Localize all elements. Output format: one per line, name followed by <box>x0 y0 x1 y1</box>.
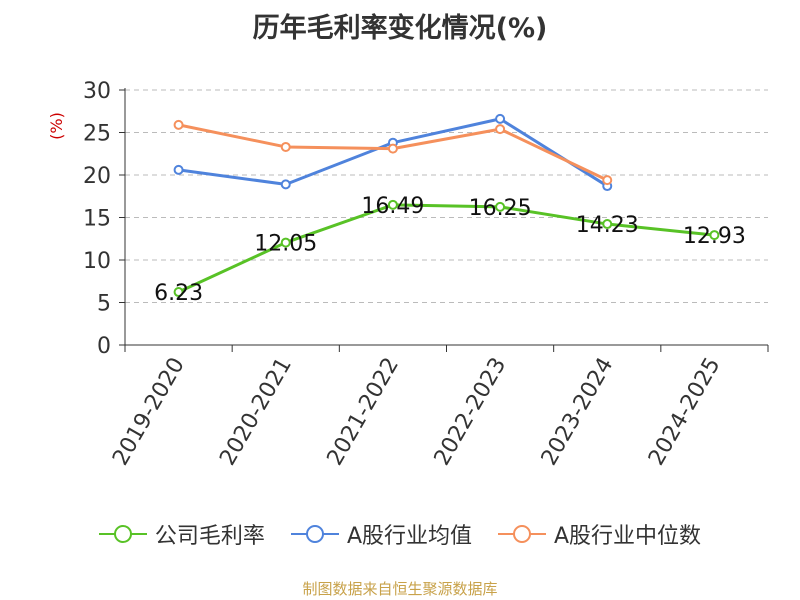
x-tick-label: 2024-2025 <box>644 354 726 470</box>
y-tick-label: 20 <box>83 164 111 189</box>
y-tick-label: 15 <box>83 207 111 232</box>
y-tick-label: 0 <box>97 334 111 359</box>
y-axis-label: (%) <box>47 112 66 140</box>
data-point-company <box>387 199 398 210</box>
data-label: 6.23 <box>154 281 203 306</box>
legend-label: A股行业中位数 <box>554 524 702 549</box>
y-tick-label: 10 <box>83 249 111 274</box>
data-label: 12.05 <box>254 232 317 257</box>
x-tick-label: 2020-2021 <box>215 354 297 470</box>
data-point-company <box>709 230 720 241</box>
x-tick-label: 2021-2022 <box>323 353 405 469</box>
data-point-company <box>280 237 291 248</box>
data-point-industry_median <box>280 141 291 152</box>
x-tick-label: 2022-2023 <box>430 354 512 470</box>
data-point-industry_median <box>602 175 613 186</box>
data-point-industry_avg <box>280 179 291 190</box>
x-tick-label: 2019-2020 <box>108 354 190 470</box>
legend-marker-icon <box>498 525 546 543</box>
legend-marker-icon <box>98 525 147 543</box>
data-point-industry_median <box>387 143 398 154</box>
legend-item-industry-average[interactable]: A股行业均值 <box>290 518 472 550</box>
y-tick-label: 25 <box>83 122 111 147</box>
data-point-company <box>173 287 184 298</box>
data-point-company <box>602 219 613 230</box>
data-point-industry_avg <box>495 113 506 124</box>
data-point-company <box>495 201 506 212</box>
data-point-industry_avg <box>173 164 184 175</box>
data-point-industry_median <box>173 119 184 130</box>
y-tick-label: 30 <box>83 79 111 104</box>
legend-label: A股行业均值 <box>346 524 472 549</box>
data-label: 16.25 <box>469 196 532 221</box>
series-line-company <box>177 203 715 294</box>
x-tick-label: 2023-2024 <box>537 354 619 470</box>
y-tick-label: 5 <box>97 292 111 317</box>
source-note: 制图数据来自恒生聚源数据库 <box>302 580 498 598</box>
chart-title: 历年毛利率变化情况(%) <box>252 13 548 44</box>
legend-marker-icon <box>290 525 339 543</box>
legend-label: 公司毛利率 <box>154 524 265 549</box>
data-point-industry_median <box>495 124 506 135</box>
data-label: 14.23 <box>576 213 639 238</box>
data-label: 16.49 <box>361 194 424 219</box>
legend-item-industry-median[interactable]: A股行业中位数 <box>498 518 701 550</box>
legend-item-company[interactable]: 公司毛利率 <box>98 518 265 550</box>
data-label: 12.93 <box>683 224 746 249</box>
legend: 公司毛利率 A股行业均值 A股行业中位数 <box>0 518 800 550</box>
